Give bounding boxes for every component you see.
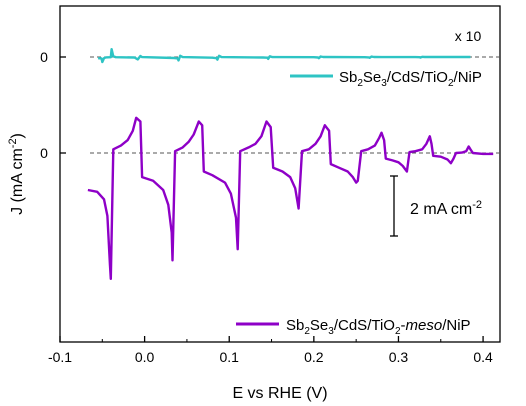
x-ticks: -0.1 0.0 0.1 0.2 0.3 0.4 [48, 336, 493, 365]
legend-label-nip: Sb2Se3/CdS/TiO2/NiP [339, 69, 482, 89]
x-tick-label: -0.1 [48, 349, 72, 365]
series-line-meso [87, 116, 494, 280]
scale-bar: 2 mA cm-2 [390, 175, 482, 237]
y-tick-label: 0 [40, 145, 48, 161]
x-tick-label: 0.3 [389, 349, 409, 365]
x-tick-label: 0.4 [473, 349, 493, 365]
y-ticks: 00 [40, 49, 66, 161]
series-layer [87, 48, 494, 280]
x-tick-label: 0.0 [135, 349, 155, 365]
legend-entry-meso: Sb2Se3/CdS/TiO2-meso/NiP [236, 317, 471, 337]
x-tick-label: 0.2 [304, 349, 324, 365]
multiplier-label: x 10 [455, 28, 482, 44]
y-axis-label: J (mA cm-2) [7, 133, 26, 215]
x-tick-label: 0.1 [219, 349, 239, 365]
legend-label-meso: Sb2Se3/CdS/TiO2-meso/NiP [286, 317, 471, 337]
scale-bar-label: 2 mA cm-2 [410, 199, 482, 218]
plot-frame [59, 5, 501, 343]
legend-entry-nip: Sb2Se3/CdS/TiO2/NiP [290, 69, 482, 89]
x-axis-label: E vs RHE (V) [232, 385, 327, 402]
y-tick-label: 0 [40, 49, 48, 65]
series-line-nip [98, 48, 471, 64]
